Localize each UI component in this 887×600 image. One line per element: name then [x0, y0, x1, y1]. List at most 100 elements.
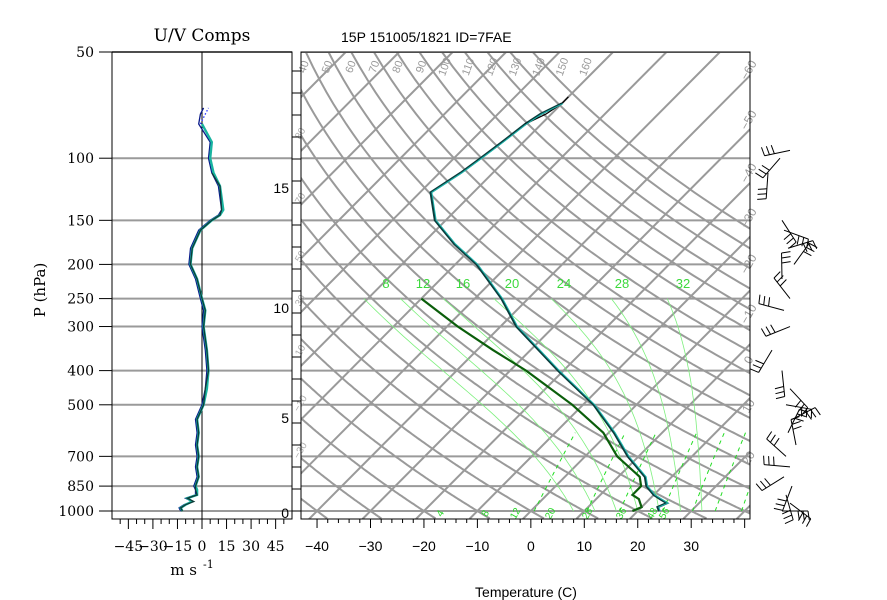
pressure-tick-label: 250: [67, 292, 94, 308]
dry-adiabat-line: [301, 416, 437, 519]
wind-barb-flag: [755, 483, 763, 491]
isotherm-line: [301, 52, 400, 153]
mixing-ratio-label: 28: [580, 506, 595, 522]
dry-adiabat-label: 140: [530, 56, 548, 77]
isotherm-right-label: −60: [737, 57, 759, 82]
wind-barb-staff: [773, 277, 791, 299]
pressure-axis: 50 100 150 200 250 300 400 500 700 850 1000: [58, 45, 94, 520]
mixing-ratio-line: [586, 432, 626, 512]
wind-barb-flag: [814, 407, 821, 416]
temp-tick-label: −30: [359, 538, 383, 554]
wind-barb-staff: [762, 157, 781, 179]
wind-barb-flag: [757, 198, 767, 200]
dry-adiabat-line: [301, 133, 750, 490]
height-tick-label: 5: [281, 410, 289, 426]
wind-x-tick-label: 0: [198, 539, 207, 555]
dry-adiabat-line: [301, 217, 707, 519]
dry-adiabat-line: [463, 52, 750, 290]
wind-barb-staff: [781, 370, 786, 397]
height-tick-label: 10: [273, 300, 289, 316]
wind-barb-flag: [781, 256, 791, 259]
wind-x-tick-label: −45: [114, 539, 144, 555]
wind-barb-staff: [761, 476, 785, 492]
isotherm-right-label: −50: [737, 107, 759, 132]
wind-barb-staff: [787, 240, 814, 249]
sounding-title: 15P 151005/1821 ID=7FAE: [341, 29, 512, 45]
wind-barb-flag: [775, 503, 785, 507]
wind-barb-flag: [798, 512, 804, 521]
isotherm-line: [301, 52, 721, 475]
wind-barb-flag: [755, 172, 764, 179]
isotherm-line: [301, 52, 614, 368]
mixing-ratio-line: [662, 432, 698, 512]
isotherm-right-label: 0: [741, 353, 757, 366]
mixing-ratio-label: 36: [614, 506, 629, 522]
moist-adiabat-label: 8: [382, 276, 389, 291]
wind-barb-flag: [798, 403, 805, 412]
temperature-axis-label: Temperature (C): [475, 584, 577, 600]
moist-adiabat-line: [610, 298, 681, 512]
wind-barb-flag: [773, 507, 783, 511]
wind-barb-flag: [758, 294, 761, 304]
dry-adiabat-line: [301, 337, 545, 519]
dry-adiabat-line: [301, 176, 750, 515]
height-axis: 0 5 10 15: [273, 70, 301, 521]
mixing-ratio-label: 20: [543, 506, 558, 522]
wind-barb-flag: [758, 168, 767, 175]
pressure-tick-label: 300: [67, 320, 94, 336]
wind-barb-flag: [757, 193, 767, 195]
wind-barb-flag: [764, 478, 771, 486]
pressure-tick-label: 850: [67, 479, 94, 495]
wind-barb-flag: [797, 510, 800, 520]
temp-tick-label: −40: [305, 538, 329, 554]
wind-barb-flag: [794, 417, 804, 422]
wind-barb-flag: [760, 328, 767, 337]
isotherm-line: [301, 52, 347, 99]
wind-barb-flag: [781, 251, 791, 254]
mixing-ratio-line: [533, 432, 576, 512]
wind-barb-flag: [794, 400, 802, 408]
mixing-ratio-line: [741, 485, 750, 512]
dry-adiabat-line: [33, 36, 273, 519]
dry-adiabat-label: 100: [436, 56, 454, 77]
dry-adiabat-line: [301, 497, 328, 519]
dry-adiabat-line: [440, 52, 750, 311]
moist-adiabat-line: [550, 298, 660, 512]
isotherm-line: [682, 450, 750, 519]
wind-barb-flag: [752, 364, 762, 369]
wind-barb-staff: [764, 464, 791, 468]
dry-adiabat-line: [301, 298, 599, 519]
wind-barb-flag: [783, 514, 792, 520]
pressure-tick-label: 200: [67, 257, 94, 273]
wind-barb-flag: [805, 411, 812, 420]
isotherm-line: [308, 74, 750, 519]
wind-barb-flag: [763, 295, 766, 306]
dry-adiabat-line: [372, 52, 750, 375]
wind-barb-flag: [801, 237, 805, 247]
dry-adiabat-line: [395, 52, 750, 353]
wind-barb-staff: [765, 172, 769, 199]
wind-barb-flag: [803, 251, 812, 257]
dry-adiabat-line: [418, 52, 750, 332]
moist-adiabat-label: 20: [505, 276, 519, 291]
wind-barb-flag: [779, 279, 787, 287]
isotherm-line: [790, 52, 887, 519]
temp-tick-label: −10: [466, 538, 490, 554]
dry-adiabat-line: [301, 377, 491, 519]
temp-tick-label: 0: [527, 538, 535, 554]
temp-tick-label: 10: [577, 538, 593, 554]
isotherm-line: [415, 181, 750, 519]
wind-barb-staff: [787, 409, 800, 433]
wind-barb-flag: [770, 145, 775, 154]
moist-adiabat-line: [363, 298, 574, 512]
mixing-ratio-label: 8: [480, 508, 493, 519]
dry-adiabat-label: 70: [367, 59, 382, 75]
skew-t-grid: [33, 36, 887, 519]
pressure-tick-label: 50: [76, 45, 94, 61]
wind-barb-flag: [786, 237, 794, 245]
wind-barb-flag: [789, 241, 797, 249]
moist-adiabat-label: 32: [676, 276, 690, 291]
wind-barb-flag: [792, 425, 802, 430]
wind-barb-flag: [805, 518, 812, 527]
dry-adiabat-label: 150: [554, 56, 572, 77]
